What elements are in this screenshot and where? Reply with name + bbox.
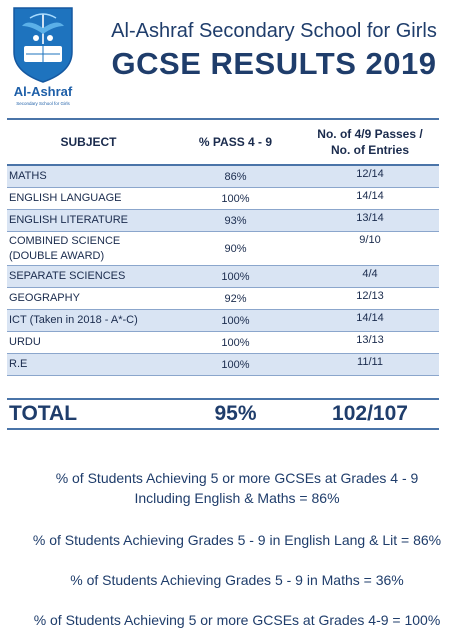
subject-cell: MATHS [9, 170, 47, 183]
subject-cell: ENGLISH LANGUAGE [9, 192, 122, 205]
ratio-cell: 14/14 [356, 190, 384, 202]
table-row: GEOGRAPHY 92% 12/13 [7, 288, 439, 310]
stat-maths-grades: % of Students Achieving Grades 5 - 9 in … [70, 572, 404, 588]
pass-cell: 90% [224, 242, 247, 255]
table-header: SUBJECT % PASS 4 - 9 No. of 4/9 Passes /… [7, 118, 439, 166]
pass-cell: 93% [224, 214, 247, 227]
subject-cell: URDU [9, 336, 41, 349]
subject-cell: COMBINED SCIENCE (DOUBLE AWARD) [9, 235, 121, 262]
table-row: ICT (Taken in 2018 - A*-C) 100% 14/14 [7, 310, 439, 332]
subject-cell: ICT (Taken in 2018 - A*-C) [9, 314, 138, 327]
ratio-cell: 4/4 [362, 268, 378, 280]
subject-cell: ENGLISH LITERATURE [9, 214, 128, 227]
pass-cell: 86% [224, 170, 247, 183]
total-row: TOTAL 95% 102/107 [7, 398, 439, 430]
ratio-cell: 14/14 [356, 312, 384, 324]
svg-text:Secondary School for Girls: Secondary School for Girls [16, 101, 70, 106]
stat-english-grades: % of Students Achieving Grades 5 - 9 in … [32, 532, 442, 548]
school-name: Al-Ashraf Secondary School for Girls [111, 20, 437, 42]
table-row: SEPARATE SCIENCES 100% 4/4 [7, 266, 439, 288]
pass-cell: 100% [221, 358, 250, 371]
table-row: COMBINED SCIENCE (DOUBLE AWARD) 90% 9/10 [7, 232, 439, 266]
ratio-cell: 11/11 [357, 356, 383, 368]
header: Al-Ashraf Secondary School for Girls Al-… [0, 0, 474, 112]
page-title: GCSE RESULTS 2019 [111, 46, 437, 81]
pass-cell: 100% [221, 192, 250, 205]
pass-cell: 100% [221, 314, 250, 327]
subject-cell: SEPARATE SCIENCES [9, 270, 126, 283]
table-row: URDU 100% 13/13 [7, 332, 439, 354]
ratio-cell: 12/14 [356, 168, 384, 180]
ratio-cell: 12/13 [356, 290, 384, 302]
ratio-cell: 9/10 [359, 234, 381, 246]
total-ratio: 102/107 [332, 402, 408, 425]
table-row: R.E 100% 11/11 [7, 354, 439, 376]
pass-cell: 100% [221, 336, 250, 349]
total-label: TOTAL [9, 402, 78, 425]
pass-cell: 92% [224, 292, 247, 305]
ratio-cell: 13/13 [356, 334, 384, 346]
header-pass: % PASS 4 - 9 [198, 134, 273, 149]
table-row: ENGLISH LITERATURE 93% 13/14 [7, 210, 439, 232]
subject-cell: R.E [9, 358, 28, 371]
ratio-cell: 13/14 [356, 212, 384, 224]
header-subject: SUBJECT [60, 134, 117, 149]
pass-cell: 100% [221, 270, 250, 283]
stat-5-gcses-all: % of Students Achieving 5 or more GCSEs … [33, 612, 441, 628]
total-pass: 95% [214, 402, 257, 425]
header-ratio: No. of 4/9 Passes / No. of Entries [317, 126, 423, 157]
table-row: MATHS 86% 12/14 [7, 166, 439, 188]
stat-5-gcses-eng-maths: % of Students Achieving 5 or more GCSEs … [55, 470, 419, 507]
school-logo: Al-Ashraf Secondary School for Girls [13, 7, 73, 106]
table-row: ENGLISH LANGUAGE 100% 14/14 [7, 188, 439, 210]
subject-cell: GEOGRAPHY [9, 292, 80, 305]
results-table: SUBJECT % PASS 4 - 9 No. of 4/9 Passes /… [7, 118, 439, 376]
svg-text:Al-Ashraf: Al-Ashraf [14, 84, 73, 99]
